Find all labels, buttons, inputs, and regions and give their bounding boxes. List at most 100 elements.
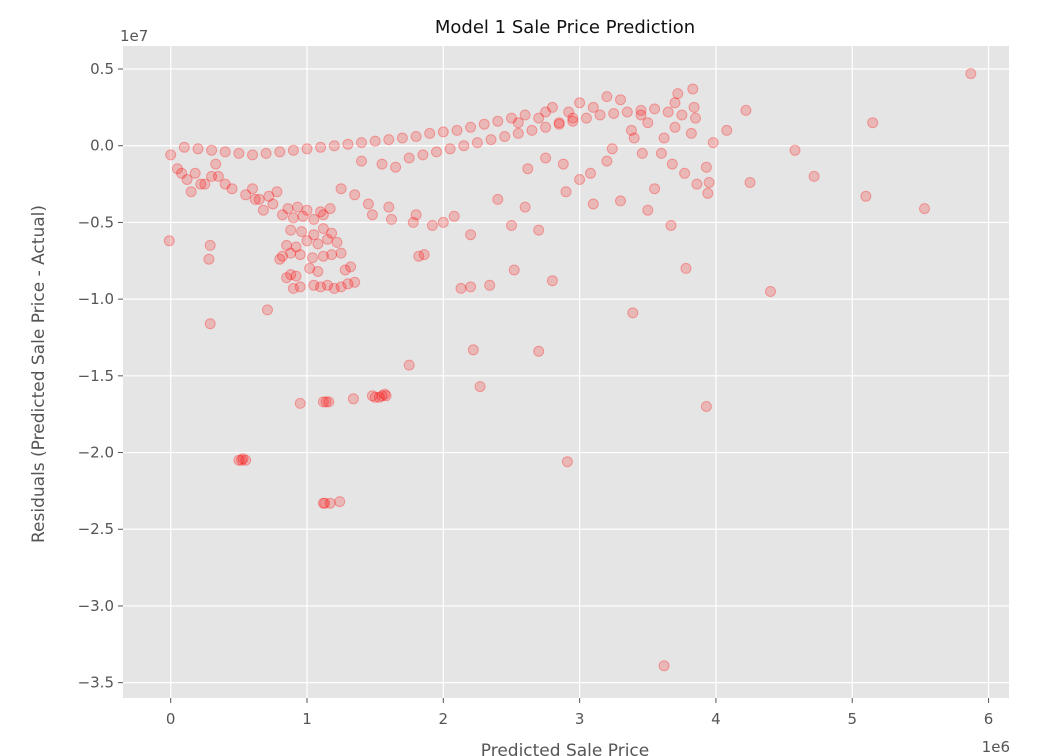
data-point [317, 209, 329, 221]
data-point [563, 106, 575, 118]
data-point [499, 131, 511, 142]
data-point [424, 127, 436, 139]
data-point [236, 454, 248, 466]
data-point [665, 220, 677, 231]
y-tick-label: 0.0 [90, 137, 114, 155]
y-tick-label: −3.0 [78, 597, 114, 615]
data-point [315, 206, 327, 218]
data-point [625, 124, 637, 136]
data-points [163, 68, 977, 672]
data-point [431, 146, 442, 158]
plot-area [123, 46, 1009, 698]
data-point [262, 304, 273, 316]
data-point [426, 220, 438, 231]
data-point [308, 279, 320, 291]
x-tick-label: 3 [575, 710, 585, 728]
data-point [444, 143, 456, 155]
data-point [418, 249, 430, 261]
data-point [373, 391, 385, 403]
data-point [700, 401, 712, 412]
data-point [703, 177, 715, 188]
data-point [658, 660, 670, 672]
data-point [700, 161, 712, 173]
data-point [369, 135, 381, 147]
data-point [281, 272, 293, 284]
y-tick-label: 0.5 [90, 60, 114, 78]
data-point [635, 104, 647, 116]
data-point [323, 396, 335, 408]
data-point [366, 390, 378, 402]
data-point [458, 140, 470, 152]
data-point [533, 224, 545, 236]
data-point [324, 203, 336, 215]
data-point [512, 127, 524, 139]
data-point [274, 146, 286, 158]
data-point [240, 189, 252, 201]
data-point [465, 229, 477, 241]
data-point [672, 88, 684, 100]
data-point [506, 220, 517, 231]
data-point [519, 201, 531, 213]
data-point [919, 203, 930, 215]
data-point [662, 106, 674, 118]
data-point [257, 204, 269, 216]
data-point [178, 141, 190, 153]
data-point [240, 454, 252, 466]
data-point [326, 249, 338, 261]
data-point [312, 266, 324, 277]
data-point [383, 201, 395, 213]
data-point [349, 276, 361, 288]
data-point [465, 281, 477, 293]
data-point [508, 264, 520, 276]
y-tick-label: −1.5 [78, 367, 114, 385]
data-point [413, 250, 425, 262]
data-point [506, 112, 517, 124]
data-point [185, 186, 197, 198]
data-point [172, 163, 183, 175]
data-point [294, 249, 306, 261]
data-point [560, 186, 572, 198]
data-point [561, 456, 573, 468]
data-point [615, 195, 626, 207]
data-point [281, 239, 293, 251]
data-point [331, 236, 343, 248]
data-point [403, 359, 415, 371]
data-point [437, 126, 449, 138]
data-point [271, 186, 283, 198]
data-point [574, 97, 586, 109]
data-point [199, 178, 211, 190]
data-point [324, 497, 336, 509]
x-offset-label: 1e6 [982, 738, 1010, 756]
data-point [687, 83, 699, 95]
data-point [307, 252, 318, 264]
data-point [484, 279, 496, 291]
data-point [345, 261, 357, 273]
data-point [587, 101, 599, 113]
data-point [219, 178, 231, 190]
data-point [301, 143, 313, 155]
x-axis-ticks: 0 1 2 3 4 5 6 [166, 698, 993, 728]
data-point [512, 117, 524, 129]
data-point [679, 167, 691, 179]
data-point [328, 282, 340, 294]
data-point [465, 121, 477, 133]
data-point [522, 163, 534, 175]
data-point [253, 193, 265, 205]
y-tick-label: −2.5 [78, 520, 114, 538]
y-tick-label: −2.0 [78, 444, 114, 462]
data-point [533, 112, 545, 124]
x-axis-label: Predicted Sale Price [481, 741, 649, 756]
data-point [553, 117, 565, 129]
data-point [287, 144, 299, 156]
data-point [294, 281, 306, 293]
data-point [519, 109, 531, 121]
data-point [315, 141, 327, 153]
y-axis-ticks: 0.5 0.0 −0.5 −1.0 −1.5 −2.0 −2.5 −3.0 −3.5 [78, 60, 123, 692]
x-tick-label: 1 [302, 710, 312, 728]
data-point [478, 118, 490, 130]
data-point [410, 131, 422, 142]
data-point [669, 97, 681, 109]
data-point [608, 108, 620, 119]
data-point [540, 121, 552, 133]
